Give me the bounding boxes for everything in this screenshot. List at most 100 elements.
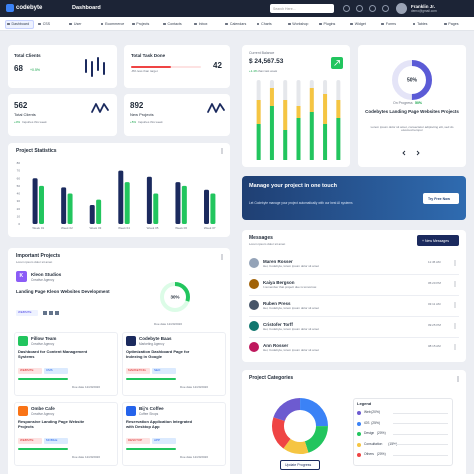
banner-button-label[interactable]: Try Free Now	[428, 196, 450, 201]
project-type: Marketing Agency	[139, 341, 165, 346]
kleon-type: Creative Agency	[31, 277, 55, 282]
message-name[interactable]: Ruben Press	[263, 300, 291, 306]
balance-title: Current Balance	[249, 51, 275, 55]
nav-icon	[256, 22, 260, 26]
card-note: Inquiries this week	[22, 120, 47, 124]
update-button-label[interactable]: Update Progress	[285, 463, 312, 467]
message-time: 03:11 AM	[428, 302, 441, 306]
project-tag-label: MOBILE	[46, 438, 58, 443]
project-tag-label: DESKTOP	[128, 438, 143, 443]
kleon-logo	[16, 271, 27, 282]
project-name: Fillow Team	[31, 336, 57, 341]
banner-button[interactable]	[423, 193, 459, 204]
card-title: Total Clients	[14, 53, 41, 58]
new-projects-card	[124, 94, 230, 136]
project-item	[122, 402, 226, 466]
legend-swatch	[357, 411, 361, 415]
new-message-button[interactable]	[417, 235, 459, 246]
message-avatar[interactable]	[249, 279, 259, 289]
important-subtitle: Lorem ipsum dolor sit amet	[16, 260, 53, 264]
card-note: Inquiries this week	[138, 120, 163, 124]
project-logo	[18, 336, 28, 346]
navbar	[0, 17, 474, 31]
project-type: Coffee Shops	[139, 411, 159, 416]
message-name[interactable]: Kaiya Bergson	[263, 279, 295, 285]
update-button[interactable]	[280, 460, 320, 470]
kleon-tag	[16, 310, 38, 316]
messages-card	[242, 230, 466, 362]
project-tag	[18, 368, 42, 374]
nav-icon	[7, 22, 10, 26]
message-divider	[249, 337, 459, 338]
legend-swatch	[357, 453, 361, 457]
total-clients-card	[8, 45, 117, 88]
header-icon[interactable]	[343, 5, 350, 12]
message-name[interactable]: Ann Rosser	[263, 342, 289, 348]
nav-label: Calendars	[229, 22, 247, 26]
legend-label: iOS	[364, 420, 370, 425]
balance-value: $ 24,567.53	[249, 58, 284, 65]
project-bar	[126, 378, 176, 380]
project-title: Reservation Application Integrated with …	[126, 419, 193, 429]
nav-icon	[69, 22, 73, 26]
nav-label: Charts	[261, 22, 272, 26]
message-avatar[interactable]	[249, 300, 259, 310]
kleon-name: Kleon Studios	[31, 272, 62, 277]
message-time: 05:20 PM	[428, 281, 441, 285]
status: On Progress	[393, 101, 413, 105]
header-icon[interactable]	[382, 5, 389, 12]
balance-icon[interactable]	[331, 57, 343, 69]
search-box[interactable]	[270, 4, 334, 13]
inquiries-card	[8, 94, 117, 136]
project-title: Dashboard for Content Management Systems	[18, 349, 88, 359]
project-tag	[126, 438, 150, 444]
project-tag-label: WEBSITE	[20, 368, 34, 373]
messages-title: Messages	[249, 235, 273, 241]
message-name[interactable]: Maren Rosser	[263, 258, 293, 264]
team-avatar	[42, 310, 48, 316]
project-name: Ombe Cafe	[31, 406, 55, 411]
nav-label: Dashboard	[11, 22, 30, 26]
message-avatar[interactable]	[249, 258, 259, 268]
card-title: New Projects	[130, 112, 154, 117]
kleon-title: Landing Page Kleon Websites Development	[16, 289, 110, 294]
message-avatar[interactable]	[249, 342, 259, 352]
project-tag-label: SEO	[154, 368, 161, 373]
project-logo	[18, 406, 28, 416]
project-tag-label: APP	[154, 438, 161, 443]
banner-text: Let Codebyte manage your project automat…	[249, 201, 353, 205]
card-value: 562	[14, 101, 28, 110]
message-name[interactable]: Cristofer Torff	[263, 321, 293, 327]
card-change: -8% less than target	[131, 69, 158, 73]
legend-value: (25%)	[371, 420, 380, 425]
message-time: 11:45 AM	[428, 260, 441, 264]
legend-line	[393, 412, 448, 414]
avatar[interactable]	[396, 3, 407, 14]
legend-line	[393, 433, 448, 435]
user-email: demo@gmail.com	[411, 9, 437, 13]
nav-icon	[163, 22, 166, 26]
project-bar	[126, 448, 176, 450]
nav-label: Forms	[385, 22, 397, 26]
project-tag	[126, 368, 150, 374]
project-tag	[44, 438, 68, 444]
project-item	[122, 332, 226, 396]
card-value: 68	[14, 64, 23, 73]
header-icon[interactable]	[356, 5, 363, 12]
new-message-label[interactable]: + New Messages	[422, 238, 449, 243]
topbar	[0, 0, 474, 17]
nav-label: Projects	[136, 22, 150, 26]
nav-label: Ecommerce	[105, 22, 125, 26]
legend-label: Design	[364, 431, 375, 435]
kleon-due: Due date 12/20/2020	[154, 322, 183, 326]
message-avatar[interactable]	[249, 321, 259, 331]
nav-item[interactable]	[5, 19, 34, 29]
categories-title: Project Categories	[249, 375, 294, 381]
legend-line	[393, 444, 448, 445]
nav-icon	[381, 22, 385, 26]
nav-label: User	[73, 22, 82, 26]
header-icon[interactable]	[369, 5, 376, 12]
nav-label: Plugins	[323, 22, 336, 26]
nav-icon	[287, 22, 291, 26]
